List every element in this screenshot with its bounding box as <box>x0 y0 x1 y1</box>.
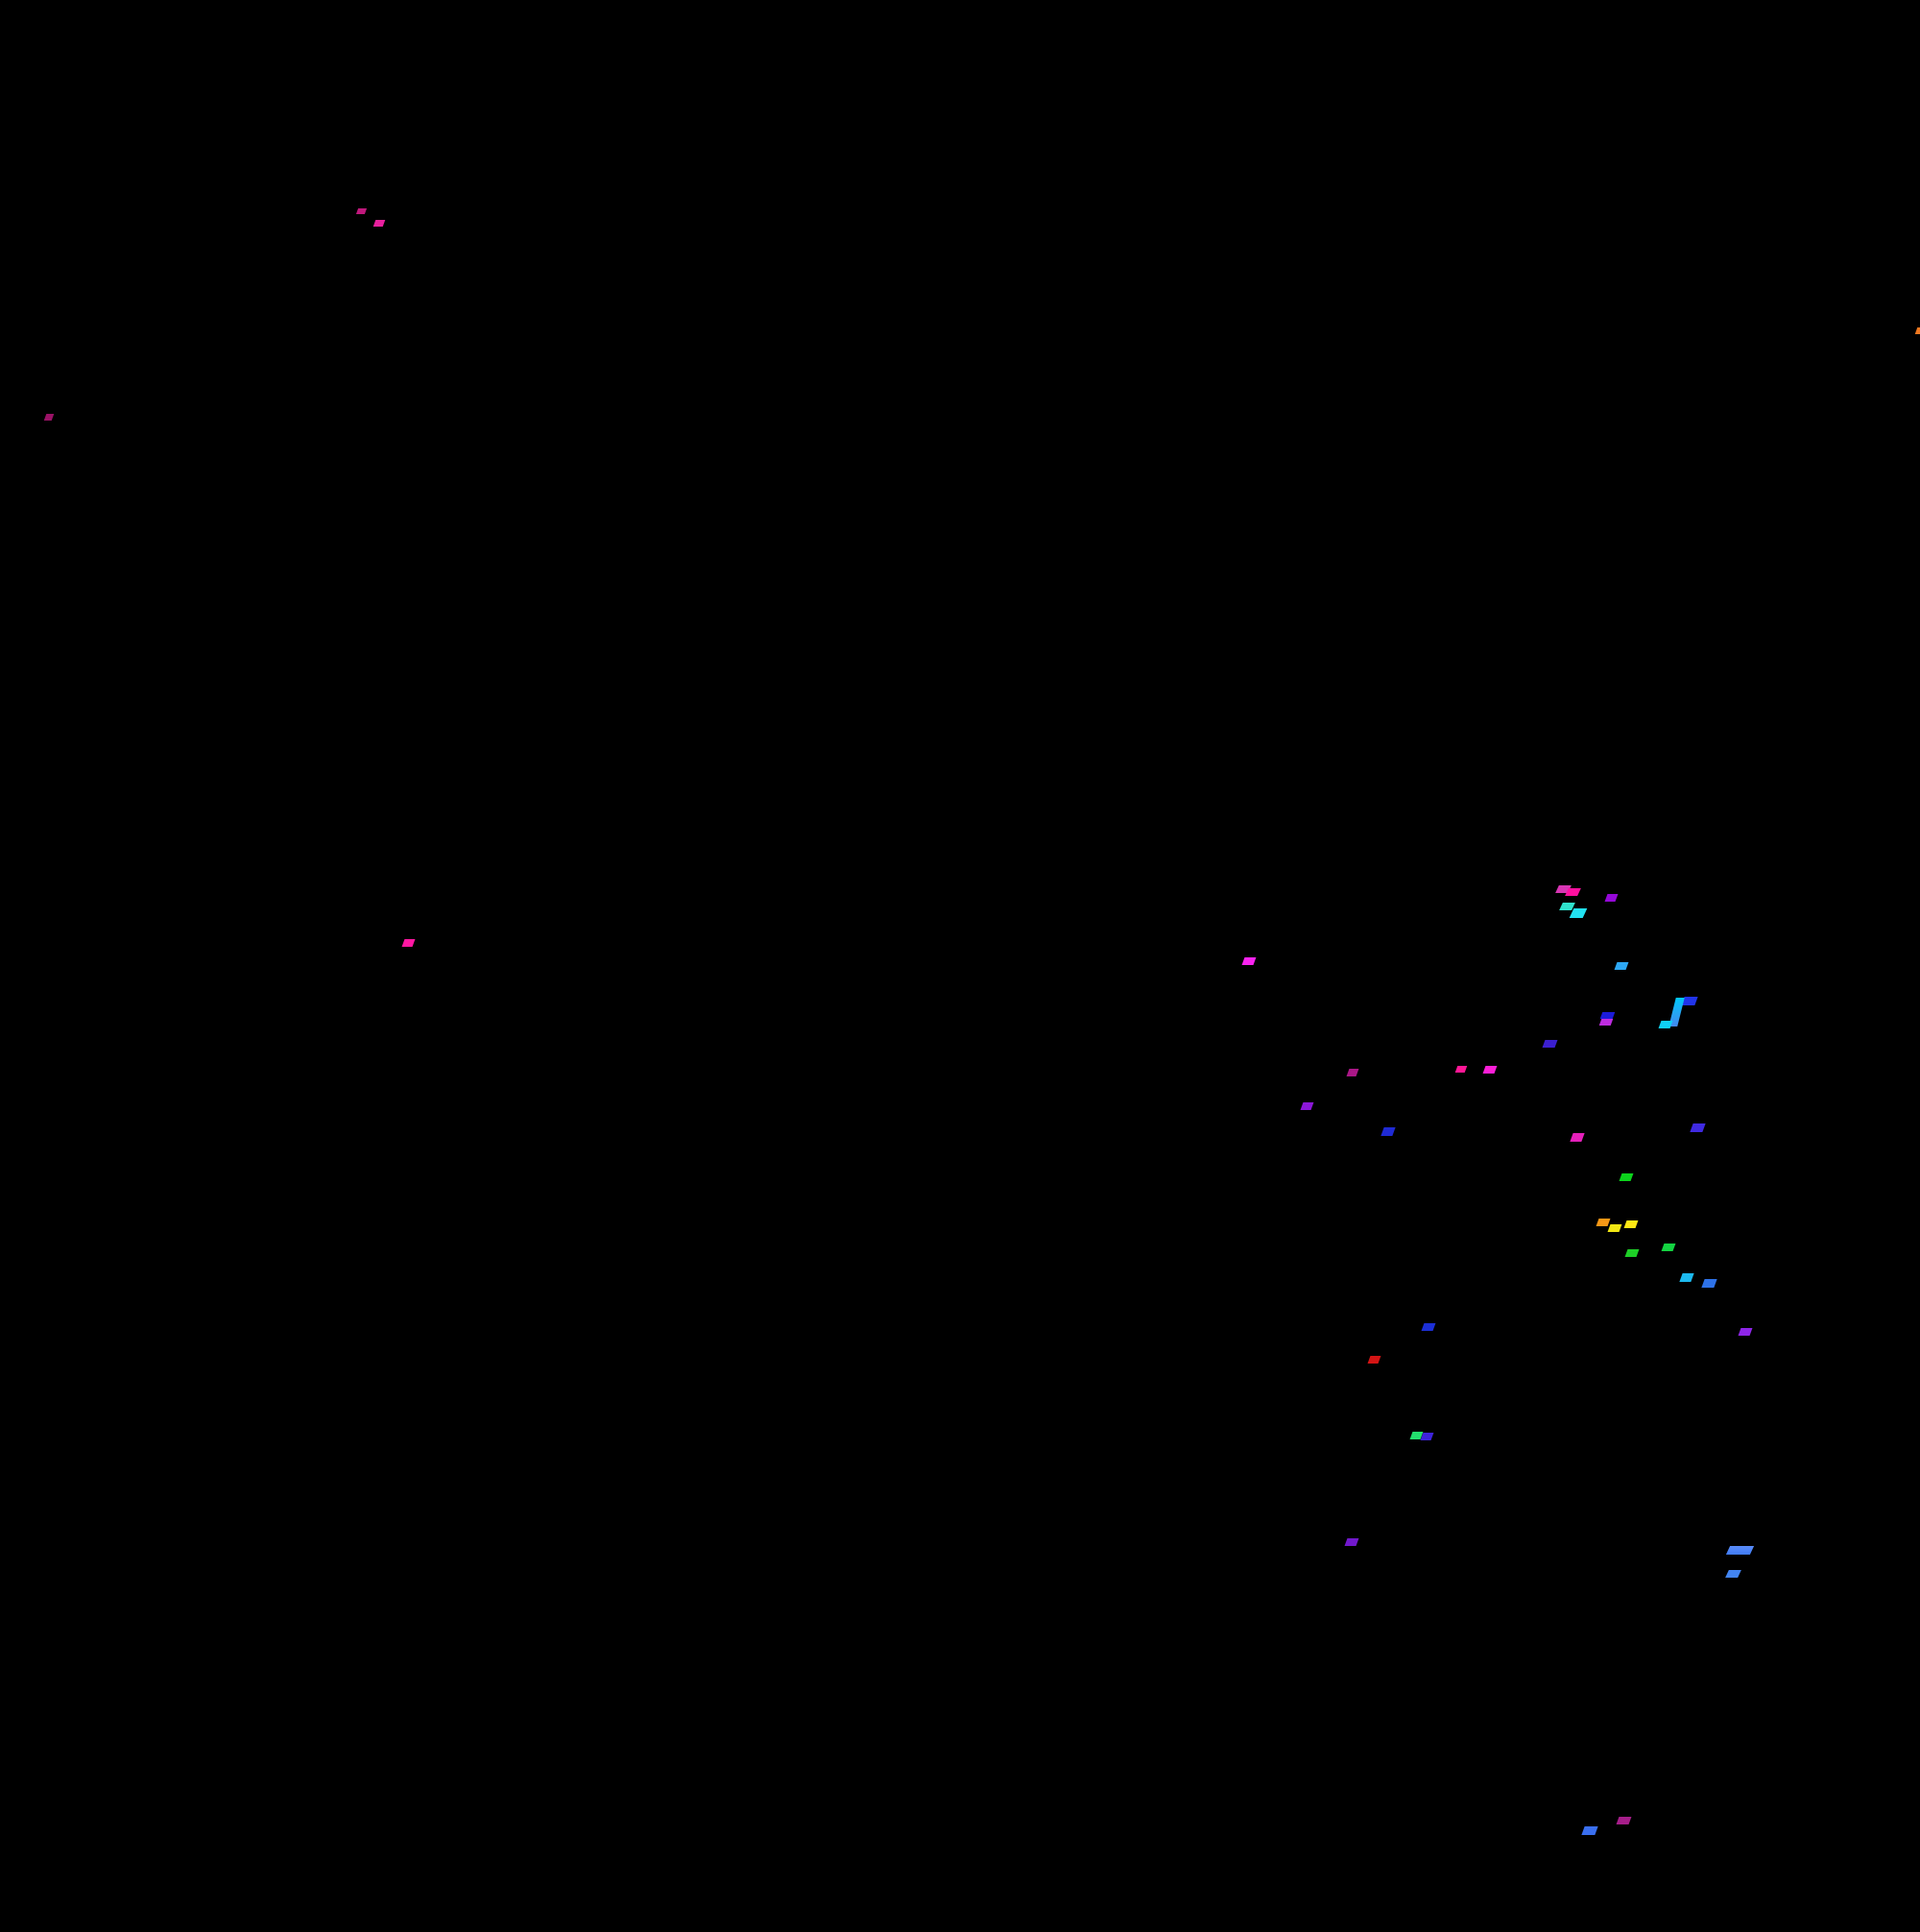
data-point <box>1482 1066 1498 1074</box>
data-point <box>1380 1127 1396 1136</box>
data-point <box>1624 1249 1640 1257</box>
data-point <box>1344 1538 1359 1546</box>
data-point <box>1607 1224 1622 1232</box>
data-point <box>1421 1323 1436 1331</box>
data-point <box>1454 1066 1468 1073</box>
data-point <box>1604 894 1619 902</box>
data-point <box>355 208 368 214</box>
data-point <box>1596 1219 1611 1226</box>
data-point <box>1658 1021 1673 1028</box>
data-point <box>1914 327 1920 334</box>
data-point <box>1690 1123 1706 1132</box>
data-point <box>1614 962 1629 970</box>
data-point <box>1367 1356 1381 1364</box>
data-point <box>401 939 416 947</box>
data-point <box>43 414 55 421</box>
data-point <box>1619 1173 1634 1181</box>
data-point <box>1661 1244 1676 1251</box>
data-point <box>1420 1433 1434 1440</box>
data-point <box>1581 1826 1598 1835</box>
data-point <box>372 220 386 227</box>
data-point <box>1725 1546 1755 1555</box>
data-point <box>1570 1133 1585 1142</box>
data-point <box>1598 1019 1614 1026</box>
data-point <box>1701 1279 1717 1288</box>
data-point <box>1346 1069 1359 1076</box>
data-point <box>1599 1012 1616 1019</box>
data-point <box>1725 1570 1741 1578</box>
data-point <box>1542 1040 1558 1048</box>
data-point <box>1616 1817 1632 1824</box>
data-point <box>1623 1220 1639 1228</box>
data-point <box>1679 1273 1694 1282</box>
data-point <box>1569 908 1588 918</box>
data-point <box>1738 1328 1753 1336</box>
data-point <box>1300 1102 1314 1110</box>
data-point <box>1241 957 1257 965</box>
data-point <box>1565 888 1581 896</box>
